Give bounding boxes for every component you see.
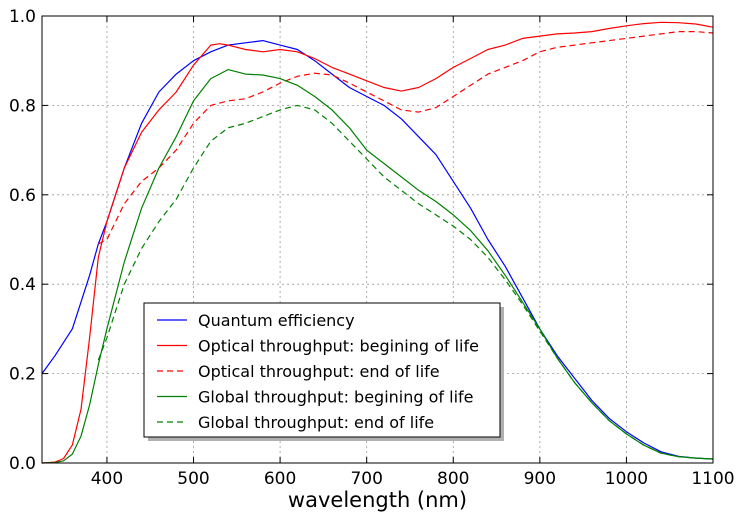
series-line-4 — [41, 68, 714, 464]
y-tick-label: 0.8 — [9, 96, 36, 116]
legend-label: Optical throughput: end of life — [198, 362, 440, 381]
axis-ticks: 400 500 600 700 800 900 1000 1100 0.0 0.2 0.4 0.6 0.… — [9, 7, 735, 489]
y-tick-label: 0.6 — [9, 186, 36, 206]
legend-box — [143, 302, 501, 438]
x-tick-label: 1000 — [605, 469, 648, 489]
plot-frame — [41, 15, 714, 464]
x-tick-label: 800 — [437, 469, 469, 489]
y-tick-label: 0.0 — [9, 454, 36, 474]
x-tick-label: 600 — [264, 469, 296, 489]
x-tick-label: 700 — [350, 469, 382, 489]
x-tick-label: 1100 — [691, 469, 734, 489]
legend-label: Quantum efficiency — [198, 311, 355, 330]
y-tick-label: 0.2 — [9, 365, 36, 385]
x-axis-label: wavelength (nm) — [288, 488, 467, 512]
legend-label: Global throughput: end of life — [198, 413, 434, 432]
y-tick-label: 1.0 — [9, 7, 36, 27]
y-tick-label: 0.4 — [9, 275, 36, 295]
legend-label: Global throughput: begining of life — [198, 388, 473, 407]
legend-label: Optical throughput: begining of life — [198, 337, 479, 356]
series-line-5 — [97, 104, 714, 460]
x-tick-label: 900 — [524, 469, 556, 489]
x-tick-label: 500 — [177, 469, 209, 489]
legend: Quantum efficiency Optical throughput: be… — [143, 302, 504, 441]
x-tick-label: 400 — [91, 469, 123, 489]
series-line-2 — [41, 21, 714, 464]
series-lines — [41, 21, 714, 464]
